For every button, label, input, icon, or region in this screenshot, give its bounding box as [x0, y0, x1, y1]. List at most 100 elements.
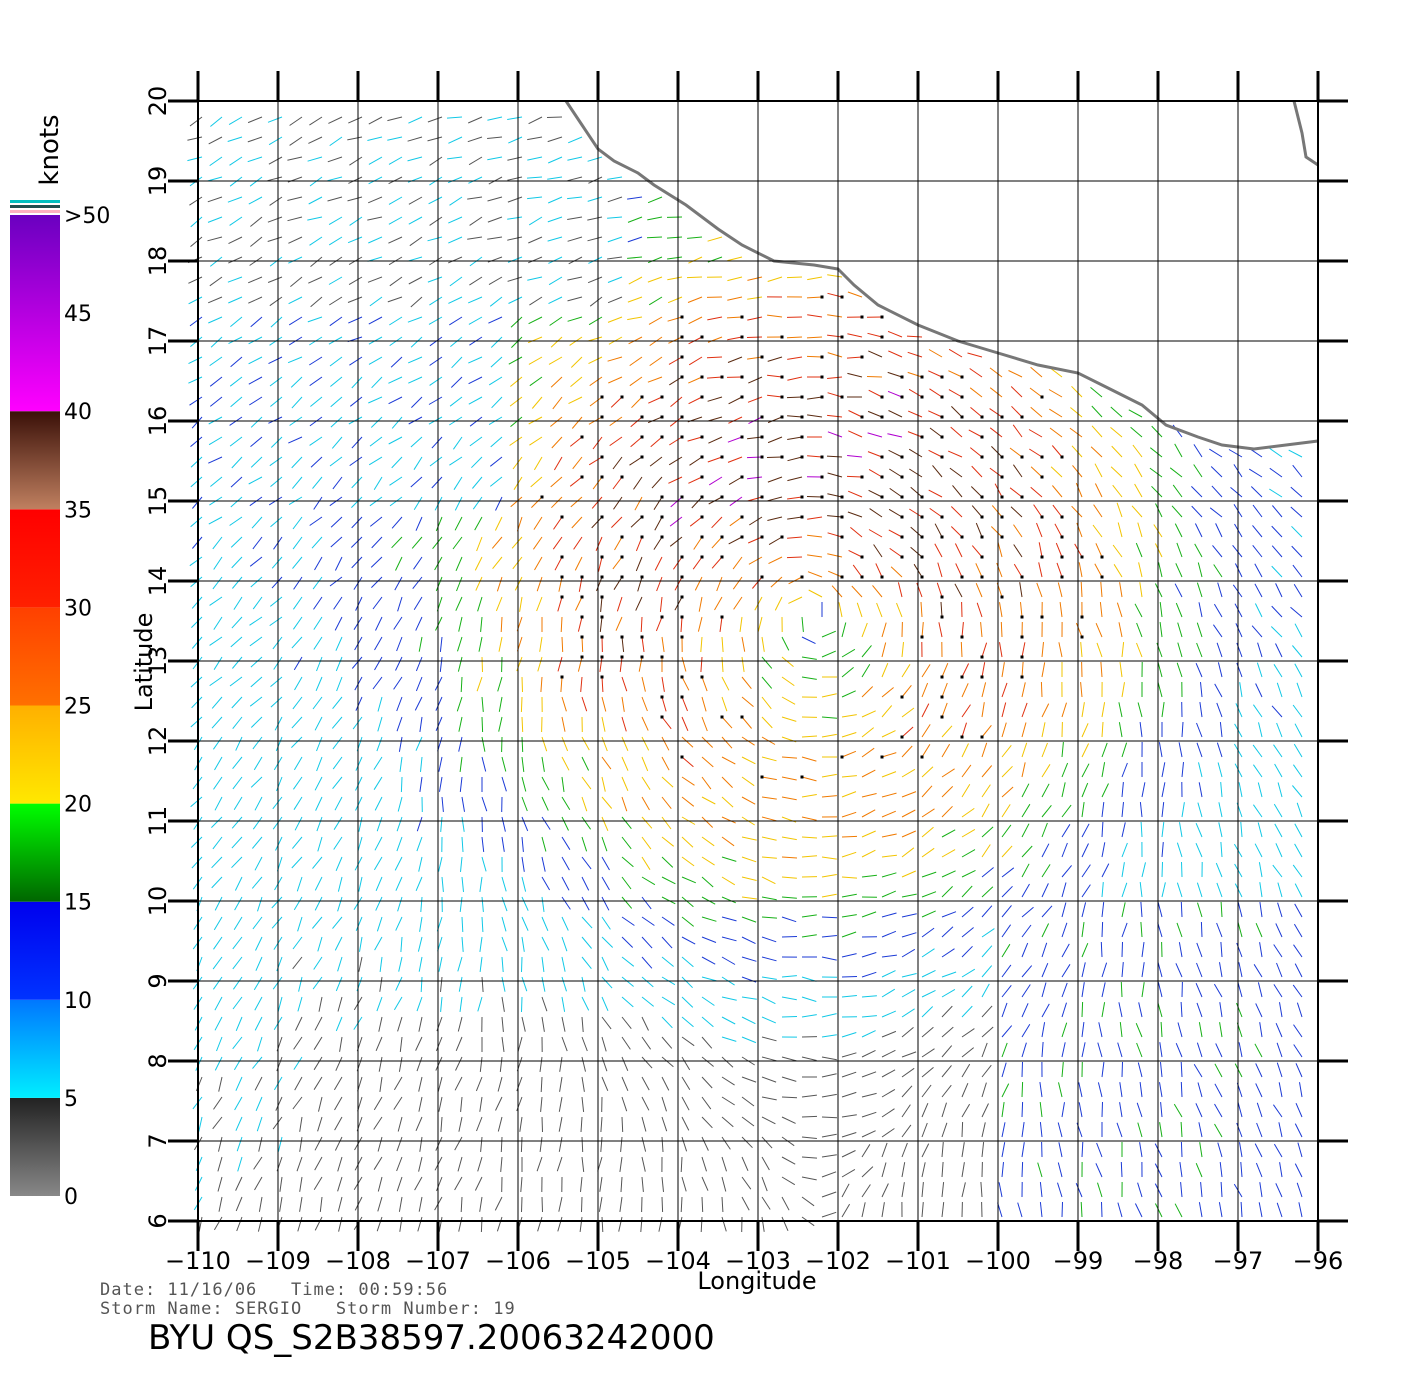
wind-vector — [472, 496, 483, 510]
wind-vector — [1021, 1023, 1031, 1038]
wind-vector — [901, 948, 916, 958]
wind-vector — [1198, 602, 1203, 618]
wind-vector — [1136, 1102, 1143, 1118]
wind-vector — [827, 352, 843, 358]
wind-vector — [491, 536, 503, 549]
wind-vector — [941, 988, 956, 998]
rain-flag-marker — [580, 435, 584, 439]
wind-vector — [1050, 466, 1063, 478]
wind-vector — [1195, 983, 1203, 998]
wind-vector — [1256, 662, 1263, 678]
rain-flag-marker — [920, 575, 924, 579]
wind-vector — [1273, 664, 1283, 678]
colorbar-segment — [10, 1097, 60, 1196]
wind-vector — [633, 476, 643, 490]
wind-vector — [208, 136, 223, 145]
wind-vector — [416, 836, 423, 852]
wind-vector — [881, 810, 896, 818]
wind-vector — [1273, 984, 1283, 998]
wind-vector — [647, 276, 663, 283]
wind-vector — [1113, 564, 1123, 578]
wind-vector — [881, 687, 894, 698]
wind-vector — [1001, 1162, 1004, 1178]
wind-vector — [701, 696, 707, 712]
wind-vector — [693, 536, 703, 550]
rain-flag-marker — [920, 635, 924, 639]
rain-flag-marker — [820, 475, 824, 479]
wind-vector — [233, 916, 243, 931]
wind-vector — [330, 516, 343, 528]
wind-vector — [527, 276, 543, 281]
wind-vector — [741, 896, 757, 900]
wind-vector — [474, 516, 483, 531]
wind-vector — [801, 1094, 817, 1098]
wind-vector — [327, 196, 343, 202]
wind-vector — [681, 736, 694, 748]
wind-vector — [420, 756, 423, 772]
wind-vector — [460, 676, 463, 693]
wind-vector — [768, 536, 783, 546]
wind-vector — [1197, 562, 1203, 578]
wind-vector — [971, 545, 983, 558]
wind-vector — [231, 856, 243, 869]
wind-vector — [701, 936, 717, 943]
wind-vector — [1097, 1082, 1103, 1098]
wind-vector — [653, 536, 663, 550]
wind-vector — [1001, 1025, 1013, 1038]
wind-vector — [1008, 370, 1023, 378]
wind-vector — [469, 436, 483, 447]
wind-vector — [1041, 963, 1049, 978]
wind-vector — [1094, 463, 1103, 478]
wind-vector — [1021, 1081, 1024, 1098]
wind-vector — [351, 556, 363, 569]
wind-vector — [209, 376, 223, 387]
wind-vector — [1021, 1161, 1024, 1178]
wind-vector — [841, 893, 857, 898]
wind-vector — [888, 508, 903, 518]
wind-vector — [641, 776, 651, 790]
wind-vector — [332, 756, 343, 770]
wind-vector — [1257, 822, 1263, 838]
wind-vector — [599, 616, 603, 632]
rain-flag-marker — [640, 515, 644, 519]
wind-vector — [375, 616, 383, 631]
wind-vector — [468, 296, 483, 304]
wind-vector — [209, 676, 223, 687]
wind-vector — [701, 676, 708, 692]
wind-vector — [317, 1116, 323, 1132]
wind-vector — [374, 836, 383, 851]
wind-vector — [1294, 883, 1303, 898]
wind-vector — [881, 833, 897, 838]
wind-vector — [601, 996, 609, 1011]
wind-vector — [349, 216, 363, 226]
wind-vector — [521, 736, 524, 753]
wind-vector — [861, 952, 877, 958]
wind-vector — [1217, 1142, 1223, 1158]
wind-vector — [701, 716, 708, 732]
wind-vector — [601, 776, 606, 792]
wind-vector — [711, 556, 723, 569]
wind-vector — [580, 1116, 583, 1133]
wind-vector — [1139, 802, 1143, 818]
wind-vector — [527, 336, 543, 344]
wind-vector — [668, 476, 683, 484]
wind-vector — [368, 176, 383, 185]
wind-vector — [669, 416, 683, 427]
wind-vector — [1013, 524, 1023, 538]
wind-vector — [334, 1096, 343, 1111]
wind-vector — [435, 696, 443, 711]
wind-vector — [887, 330, 903, 338]
wind-vector — [481, 756, 487, 772]
wind-vector — [1140, 921, 1143, 938]
wind-vector — [333, 1076, 343, 1091]
wind-vector — [567, 296, 583, 302]
wind-vector — [487, 136, 503, 139]
wind-vector — [296, 876, 303, 892]
wind-vector — [229, 376, 243, 387]
wind-vector — [572, 456, 583, 470]
rain-flag-marker — [780, 395, 784, 399]
rain-flag-marker — [840, 755, 844, 759]
date-time-line: Date: 11/16/06 Time: 00:59:56 — [100, 1280, 449, 1300]
wind-vector — [641, 996, 655, 1007]
wind-vector — [250, 776, 263, 788]
